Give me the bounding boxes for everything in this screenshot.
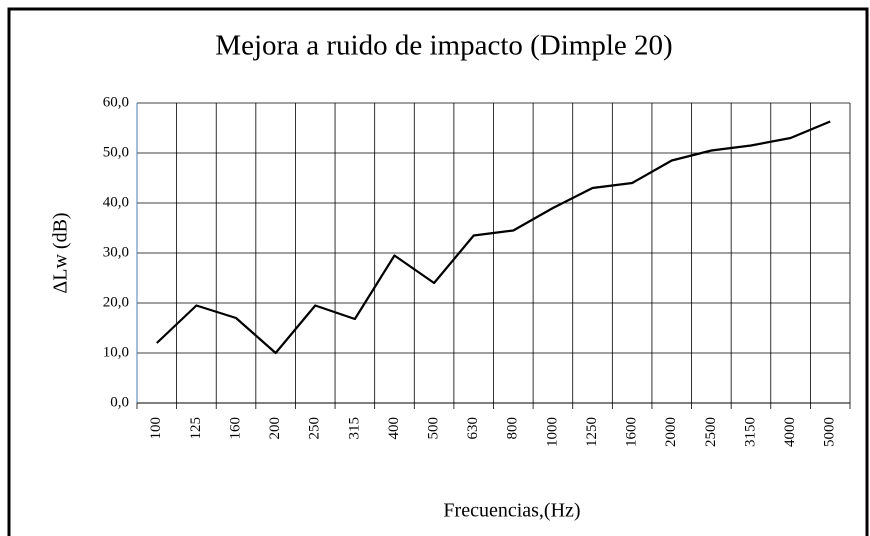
- y-tick-label: 0,0: [110, 394, 129, 410]
- chart-title: Mejora a ruido de impacto (Dimple 20): [215, 30, 672, 62]
- x-tick-label: 4000: [782, 417, 798, 447]
- x-tick-label: 2500: [703, 417, 719, 447]
- x-tick-label: 125: [188, 417, 204, 440]
- x-tick-label: 500: [426, 417, 442, 440]
- x-tick-label: 160: [227, 417, 243, 440]
- y-tick-label: 50,0: [103, 144, 129, 160]
- data-line: [156, 120, 831, 355]
- y-tick-label: 60,0: [103, 94, 129, 110]
- x-tick-label: 100: [148, 417, 164, 440]
- y-tick-label: 20,0: [103, 294, 129, 310]
- y-axis-label: ΔLw (dB): [50, 212, 72, 293]
- x-tick-label: 630: [465, 417, 481, 440]
- x-tick-label: 1000: [544, 417, 560, 447]
- x-tick-label: 5000: [822, 417, 838, 447]
- x-tick-label: 400: [386, 417, 402, 440]
- y-tick-label: 40,0: [103, 194, 129, 210]
- x-tick-label: 800: [505, 417, 521, 440]
- x-tick-label: 2000: [663, 417, 679, 447]
- x-axis-label: Frecuencias,(Hz): [443, 500, 580, 522]
- x-tick-label: 3150: [742, 417, 758, 447]
- y-tick-label: 10,0: [103, 344, 129, 360]
- frame: [7, 7, 869, 536]
- x-tick-label: 1250: [584, 417, 600, 447]
- x-tick-label: 1600: [624, 417, 640, 447]
- x-tick-label: 200: [267, 417, 283, 440]
- x-tick-label: 315: [346, 417, 362, 440]
- x-tick-label: 250: [307, 417, 323, 440]
- y-tick-label: 30,0: [103, 244, 129, 260]
